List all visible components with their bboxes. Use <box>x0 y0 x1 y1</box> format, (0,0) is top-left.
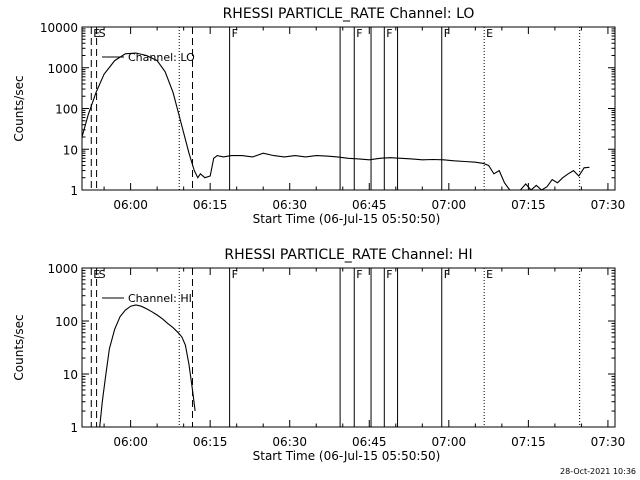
p2-y-tick-label: 1 <box>70 421 78 435</box>
p2-plot-frame <box>81 267 616 428</box>
p2-x-tick-label: 07:15 <box>511 435 546 449</box>
p1-x-tick-label: 06:30 <box>272 198 307 212</box>
p1-x-tick-label: 06:15 <box>193 198 228 212</box>
p2-x-tick-label: 06:45 <box>352 435 387 449</box>
p1-x-tick-label: 07:30 <box>591 198 626 212</box>
p2-y-tick-label: 1000 <box>47 262 78 276</box>
p2-chart-title: RHESSI PARTICLE_RATE Channel: HI <box>224 247 472 263</box>
p2-event-marker-label: F <box>232 268 238 281</box>
p1-chart-title: RHESSI PARTICLE_RATE Channel: LO <box>223 6 475 22</box>
p2-x-tick-label: 07:30 <box>591 435 626 449</box>
p2-y-axis-label: Counts/sec <box>12 314 26 380</box>
p1-event-marker-label: F <box>356 27 362 40</box>
p1-event-marker-label: F <box>232 27 238 40</box>
p2-x-axis-label: Start Time (06-Jul-15 05:50:50) <box>253 449 441 463</box>
p1-x-tick-label: 07:00 <box>432 198 467 212</box>
p2-legend-label: Channel: HI <box>128 292 192 305</box>
p2-x-tick-label: 06:15 <box>193 435 228 449</box>
p1-x-tick-label: 07:15 <box>511 198 546 212</box>
footer-timestamp: 28-Oct-2021 10:36 <box>560 467 636 476</box>
p1-x-tick-label: 06:45 <box>352 198 387 212</box>
p2-x-tick-label: 06:30 <box>272 435 307 449</box>
p1-event-marker-label: E <box>486 27 493 40</box>
p2-y-tick-label: 10 <box>63 368 78 382</box>
p1-event-marker-label: F <box>386 27 392 40</box>
p2-series-line <box>99 304 196 428</box>
p2-event-marker-label: F <box>444 268 450 281</box>
p2-x-tick-label: 07:00 <box>432 435 467 449</box>
p1-series-line <box>81 52 590 191</box>
p2-x-tick-label: 06:00 <box>113 435 148 449</box>
p2-event-marker-label: S <box>99 268 106 281</box>
p1-legend-label: Channel: LO <box>128 51 195 64</box>
p1-y-axis-label: Counts/sec <box>12 75 26 141</box>
p1-event-marker-label: F <box>444 27 450 40</box>
p1-y-tick-label: 10 <box>63 143 78 157</box>
p1-y-tick-label: 100 <box>55 103 78 117</box>
p2-y-tick-label: 100 <box>55 315 78 329</box>
p1-x-tick-label: 06:00 <box>113 198 148 212</box>
p1-y-tick-label: 10000 <box>40 21 78 35</box>
p2-event-marker-label: E <box>486 268 493 281</box>
p2-event-marker-label: F <box>386 268 392 281</box>
p1-y-tick-label: 1 <box>70 184 78 198</box>
p1-y-tick-label: 1000 <box>47 62 78 76</box>
p1-event-marker-label: S <box>99 27 106 40</box>
p2-event-marker-label: F <box>356 268 362 281</box>
p1-x-axis-label: Start Time (06-Jul-15 05:50:50) <box>253 212 441 226</box>
